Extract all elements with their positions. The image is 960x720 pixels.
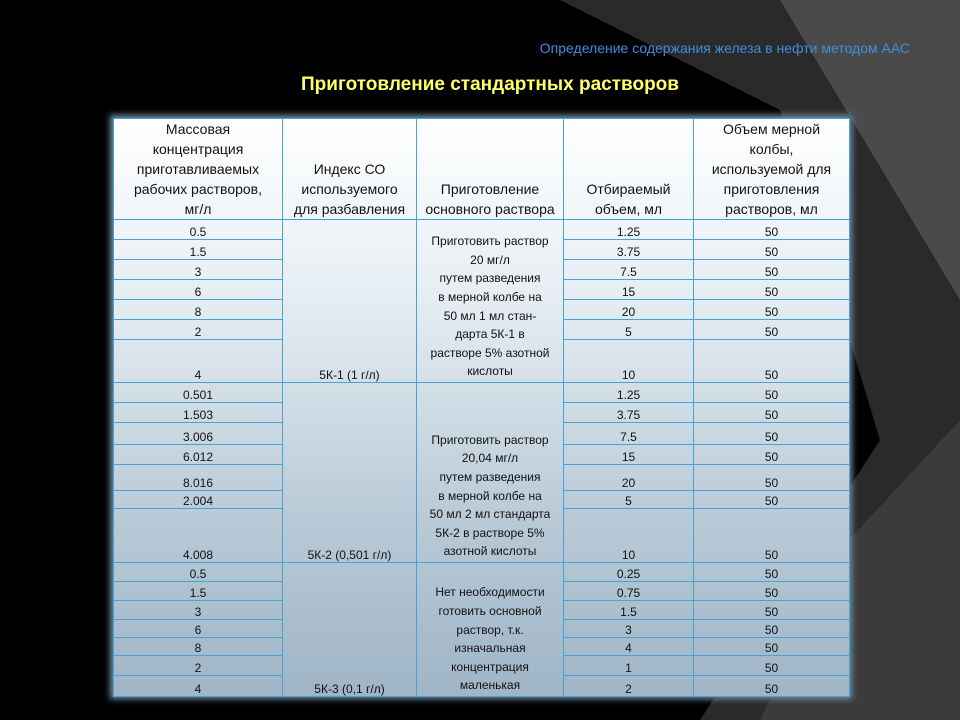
flask-cell: 50: [693, 490, 850, 509]
flask-cell: 50: [693, 279, 850, 300]
table-row: 0.5 5К-1 (1 г/л) Приготовить раствор 20 мг…: [113, 219, 850, 383]
concentration-cell: 6: [113, 279, 283, 300]
column-header: Приготовление основного раствора: [416, 118, 564, 220]
flask-cell: 50: [693, 382, 850, 403]
volume-cell: 2: [563, 675, 694, 697]
concentration-cell: 1.5: [113, 581, 283, 601]
index-cell: 5К-3 (0,1 г/л): [282, 562, 417, 697]
table-row: 1.5 0.75 50: [113, 581, 850, 601]
column-header: Индекс СО используемого для разбавления: [282, 118, 417, 220]
table-row: 2 1 50: [113, 655, 850, 676]
table-row: 2.004 5 50: [113, 490, 850, 509]
flask-cell: 50: [693, 319, 850, 340]
flask-cell: 50: [693, 299, 850, 320]
flask-cell: 50: [693, 508, 850, 563]
table-row: 3 1.5 50: [113, 600, 850, 620]
flask-cell: 50: [693, 464, 850, 491]
index-cell: 5К-1 (1 г/л): [282, 219, 417, 383]
table-row: 4 10 50: [113, 339, 850, 383]
volume-cell: 1.25: [563, 219, 694, 240]
flask-cell: 50: [693, 444, 850, 465]
prep-cell: Приготовить раствор 20,04 мг/л путем раз…: [416, 382, 564, 563]
concentration-cell: 3: [113, 600, 283, 620]
volume-cell: 10: [563, 339, 694, 383]
concentration-cell: 2: [113, 319, 283, 340]
volume-cell: 1.5: [563, 600, 694, 620]
table-row: 2 5 50: [113, 319, 850, 340]
flask-cell: 50: [693, 239, 850, 260]
volume-cell: 0.75: [563, 581, 694, 601]
subtitle: Определение содержания железа в нефти ме…: [539, 40, 910, 56]
volume-cell: 1: [563, 655, 694, 676]
table-row: 4 2 50: [113, 675, 850, 697]
volume-cell: 15: [563, 444, 694, 465]
table-row: 6.012 15 50: [113, 444, 850, 465]
prep-cell: Нет необходимости готовить основной раст…: [416, 562, 564, 697]
flask-cell: 50: [693, 259, 850, 280]
table-row: 0.501 5К-2 (0,501 г/л) Приготовить раствор…: [113, 382, 850, 563]
table-frame: Массовая концентрация приготавливаемых р…: [113, 118, 850, 697]
volume-cell: 15: [563, 279, 694, 300]
table-row: 4.008 10 50: [113, 508, 850, 563]
flask-cell: 50: [693, 619, 850, 638]
flask-cell: 50: [693, 637, 850, 656]
volume-cell: 4: [563, 637, 694, 656]
concentration-cell: 4.008: [113, 508, 283, 563]
concentration-cell: 2: [113, 655, 283, 676]
table-row: 0.5 5К-3 (0,1 г/л) Нет необходимости готов…: [113, 562, 850, 697]
volume-cell: 10: [563, 508, 694, 563]
concentration-cell: 8: [113, 637, 283, 656]
concentration-cell: 2.004: [113, 490, 283, 509]
concentration-cell: 3.006: [113, 422, 283, 445]
volume-cell: 3.75: [563, 402, 694, 423]
concentration-cell: 6: [113, 619, 283, 638]
concentration-cell: 4: [113, 339, 283, 383]
column-header: Объем мерной колбы, используемой для при…: [693, 118, 850, 220]
concentration-cell: 1.5: [113, 239, 283, 260]
volume-cell: 0.25: [563, 562, 694, 582]
concentration-cell: 4: [113, 675, 283, 697]
flask-cell: 50: [693, 655, 850, 676]
flask-cell: 50: [693, 675, 850, 697]
volume-cell: 7.5: [563, 259, 694, 280]
flask-cell: 50: [693, 402, 850, 423]
concentration-cell: 1.503: [113, 402, 283, 423]
concentration-cell: 0.501: [113, 382, 283, 403]
flask-cell: 50: [693, 219, 850, 240]
flask-cell: 50: [693, 581, 850, 601]
table-row: 3.006 7.5 50: [113, 422, 850, 445]
volume-cell: 1.25: [563, 382, 694, 403]
column-header: Массовая концентрация приготавливаемых р…: [113, 118, 283, 220]
flask-cell: 50: [693, 600, 850, 620]
column-header: Отбираемый объем, мл: [563, 118, 694, 220]
concentration-cell: 0.5: [113, 562, 283, 582]
concentration-cell: 0.5: [113, 219, 283, 240]
concentration-cell: 3: [113, 259, 283, 280]
bg-shape: [780, 0, 960, 300]
concentration-cell: 8: [113, 299, 283, 320]
volume-cell: 5: [563, 490, 694, 509]
volume-cell: 3.75: [563, 239, 694, 260]
volume-cell: 3: [563, 619, 694, 638]
concentration-cell: 8.016: [113, 464, 283, 491]
flask-cell: 50: [693, 422, 850, 445]
header-row: Массовая концентрация приготавливаемых р…: [113, 118, 850, 220]
flask-cell: 50: [693, 339, 850, 383]
table-row: 8 4 50: [113, 637, 850, 656]
volume-cell: 20: [563, 299, 694, 320]
volume-cell: 5: [563, 319, 694, 340]
volume-cell: 20: [563, 464, 694, 491]
table-row: 8.016 20 50: [113, 464, 850, 491]
prep-cell: Приготовить раствор 20 мг/л путем развед…: [416, 219, 564, 383]
table: Массовая концентрация приготавливаемых р…: [113, 118, 850, 697]
title: Приготовление стандартных растворов: [301, 74, 679, 95]
flask-cell: 50: [693, 562, 850, 582]
index-cell: 5К-2 (0,501 г/л): [282, 382, 417, 563]
concentration-cell: 6.012: [113, 444, 283, 465]
volume-cell: 7.5: [563, 422, 694, 445]
